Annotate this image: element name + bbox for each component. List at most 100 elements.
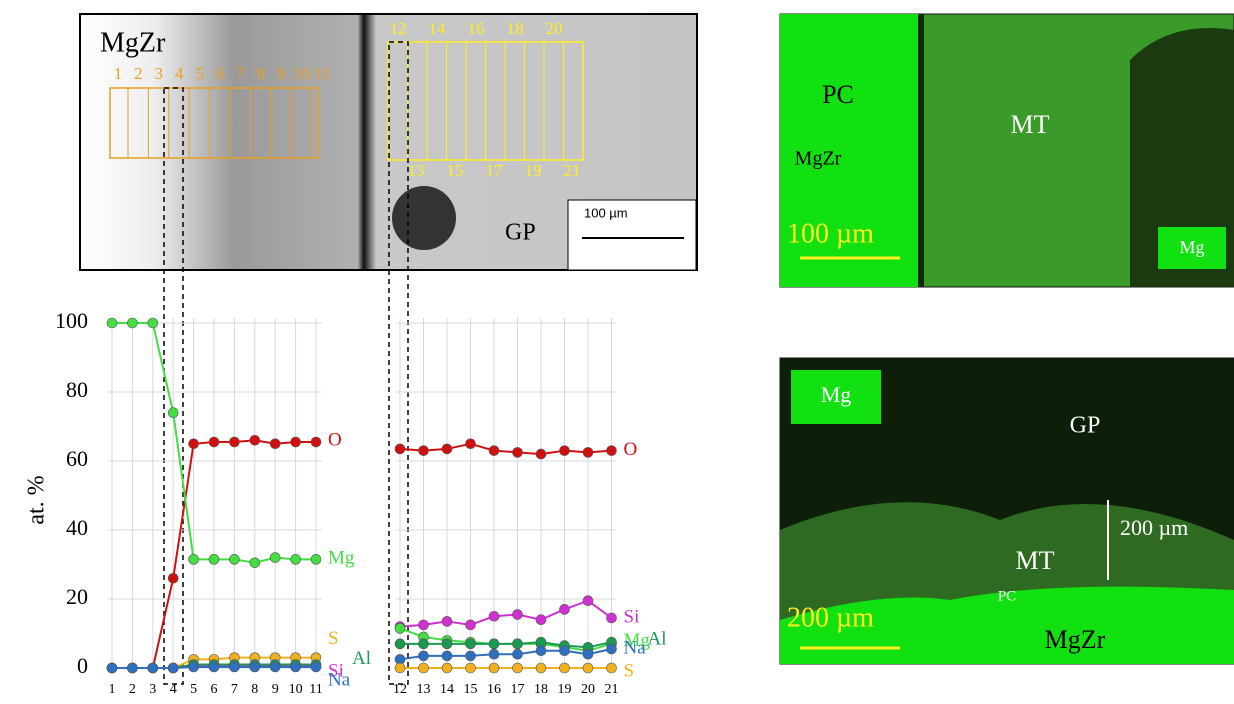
point xyxy=(167,572,179,584)
point xyxy=(512,648,523,660)
point-label: 2 xyxy=(134,64,143,83)
x-tick-label: 9 xyxy=(272,682,279,697)
map-bottom-bar-label: 200 µm xyxy=(1120,515,1188,540)
point-label: 18 xyxy=(507,19,524,38)
point-label: 5 xyxy=(195,64,204,83)
point xyxy=(488,648,500,660)
point xyxy=(269,438,281,450)
point xyxy=(535,662,547,674)
point-label: 21 xyxy=(564,161,581,180)
series-line xyxy=(400,641,612,649)
point xyxy=(465,650,476,662)
point xyxy=(512,638,523,650)
point xyxy=(441,650,453,662)
map-label: MgZr xyxy=(795,148,842,170)
scan-left xyxy=(109,87,319,159)
sem-scale: 100 µm xyxy=(584,205,628,220)
point xyxy=(582,447,594,458)
guides xyxy=(163,41,409,685)
point xyxy=(167,407,179,419)
point xyxy=(167,662,179,674)
point xyxy=(310,554,322,565)
series-label: S xyxy=(624,660,635,681)
point xyxy=(290,554,301,565)
point xyxy=(582,595,594,607)
point xyxy=(310,436,322,448)
point-label: 19 xyxy=(525,161,542,180)
point-label: 15 xyxy=(447,161,464,180)
map-label: PC xyxy=(998,588,1016,604)
point xyxy=(465,662,476,674)
series-line xyxy=(399,442,612,456)
point xyxy=(394,662,406,674)
series-label: Na xyxy=(328,669,351,690)
point-label: 9 xyxy=(277,64,286,83)
map-label: MgZr xyxy=(1045,625,1106,654)
point xyxy=(465,619,476,631)
point-label: 14 xyxy=(429,19,447,38)
x-tick-label: 2 xyxy=(129,682,136,697)
map-top-element: Mg xyxy=(1179,237,1204,257)
point-label: 1 xyxy=(114,64,123,83)
point xyxy=(488,638,500,650)
point xyxy=(418,638,429,650)
point xyxy=(559,645,570,657)
x-tick-label: 11 xyxy=(309,682,322,697)
x-tick-label: 10 xyxy=(289,682,303,697)
point xyxy=(310,661,322,673)
series-label: O xyxy=(624,439,638,460)
x-tick-label: 8 xyxy=(251,682,258,697)
series-line xyxy=(399,599,613,628)
x-tick-label: 13 xyxy=(417,682,431,697)
series-label: Na xyxy=(624,637,647,658)
point xyxy=(127,317,138,329)
series-label: Al xyxy=(648,628,667,649)
point xyxy=(394,638,406,650)
x-tick-label: 20 xyxy=(581,682,595,697)
series-label: Al xyxy=(352,648,371,669)
x-tick-label: 18 xyxy=(534,682,548,697)
series-label: O xyxy=(328,429,342,450)
point-label: 4 xyxy=(175,64,184,83)
y-axis-title: at. % xyxy=(24,475,50,524)
point-label: 11 xyxy=(314,64,330,83)
point xyxy=(559,604,570,615)
point xyxy=(106,317,118,329)
y-tick-label: 100 xyxy=(55,308,88,333)
point xyxy=(229,661,240,673)
point xyxy=(208,436,220,448)
crack xyxy=(918,14,924,287)
x-tick-label: 6 xyxy=(211,682,218,697)
point-label: 13 xyxy=(408,161,425,180)
point xyxy=(512,609,523,620)
x-tick-label: 4 xyxy=(170,682,177,697)
y-tick-label: 60 xyxy=(66,446,88,471)
point xyxy=(290,436,301,448)
map-bottom-scale: 200 µm xyxy=(787,602,874,633)
x-tick-label: 17 xyxy=(511,682,525,697)
map-label: MT xyxy=(1011,110,1050,139)
point xyxy=(606,612,617,624)
point xyxy=(582,662,594,674)
sem-region: GP xyxy=(505,220,536,246)
map-bottom-mgzr xyxy=(780,586,1234,664)
point xyxy=(269,661,281,673)
point xyxy=(559,662,570,674)
point xyxy=(290,661,301,673)
y-tick-label: 0 xyxy=(77,653,88,678)
point xyxy=(582,648,594,660)
point xyxy=(208,554,220,565)
point xyxy=(488,445,500,456)
point xyxy=(535,645,547,657)
scale-box xyxy=(567,199,697,271)
point xyxy=(269,552,281,563)
point-label: 17 xyxy=(486,161,504,180)
map-top-scale: 100 µm xyxy=(787,218,874,249)
map-label: PC xyxy=(822,80,854,109)
series-label: Si xyxy=(328,661,344,682)
point xyxy=(249,661,261,673)
point xyxy=(188,554,199,565)
point-label: 16 xyxy=(468,19,485,38)
x-tick-label: 16 xyxy=(487,682,501,697)
